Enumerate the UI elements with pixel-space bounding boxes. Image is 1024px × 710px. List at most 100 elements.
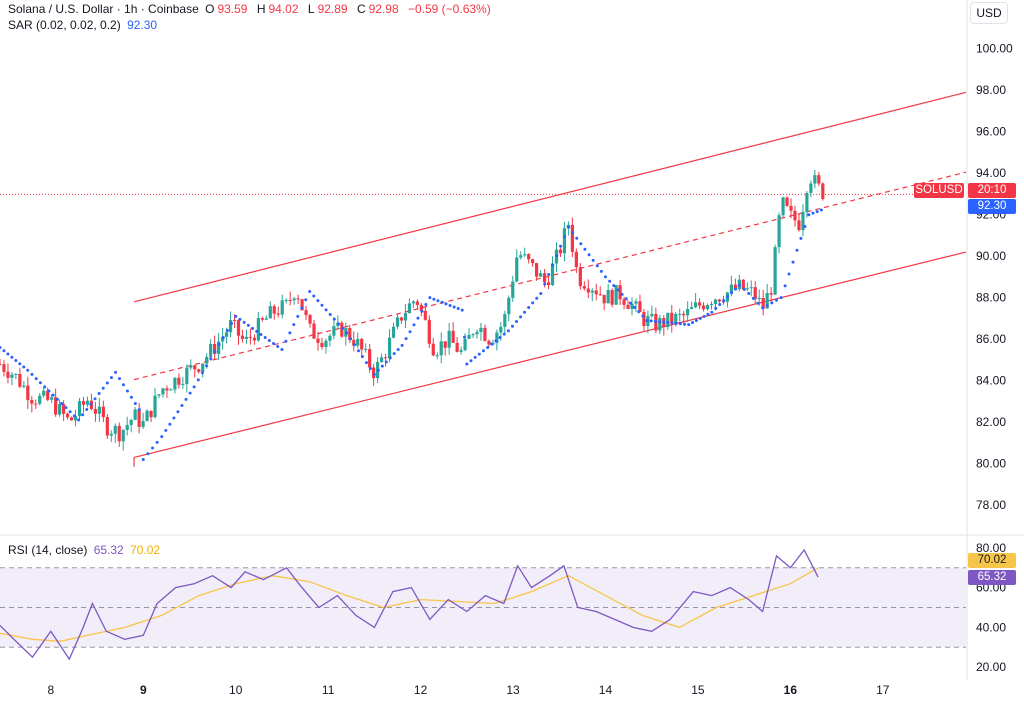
candle-body (73, 416, 78, 421)
candle (117, 422, 121, 447)
candle-body (757, 297, 761, 300)
candle (46, 387, 50, 402)
rsi-value: 65.32 (93, 543, 124, 557)
sar-dot (246, 323, 250, 327)
candle (749, 280, 753, 297)
candle (161, 387, 165, 398)
sar-dot (637, 310, 641, 314)
candle-body (690, 307, 694, 309)
currency-button[interactable]: USD (970, 2, 1008, 24)
candle (678, 308, 682, 322)
sar-dot (510, 324, 514, 328)
candle-body (650, 313, 654, 317)
candle-body (805, 192, 809, 212)
sar-dot (587, 253, 591, 257)
sar-dot (26, 368, 30, 372)
rsi-y-tick-label: 20.00 (976, 660, 1006, 674)
sar-dot (196, 378, 200, 382)
sar-dot (251, 326, 255, 330)
candle-body (157, 394, 161, 396)
candle-body (264, 318, 268, 320)
symbol-price-tag: SOLUSD (914, 183, 964, 198)
sar-dot (469, 359, 473, 363)
candle-body (582, 286, 586, 289)
countdown-tag: 20:10 (968, 183, 1016, 198)
rsi-legend[interactable]: RSI (14, close) 65.32 70.02 (8, 543, 163, 557)
sar-dot (710, 310, 714, 314)
candle (10, 371, 14, 386)
candle-body (300, 299, 304, 311)
candle (546, 274, 551, 290)
channel-upper-line (133, 91, 967, 303)
sar-dot (51, 393, 55, 397)
sar-dot (38, 381, 42, 385)
rsi-label: RSI (14, close) (8, 543, 88, 557)
sar-dot (2, 349, 6, 353)
sar-dot (799, 236, 803, 240)
candle (626, 300, 630, 310)
candle (360, 337, 364, 357)
sar-legend[interactable]: SAR (0.02, 0.02, 0.2) 92.30 (8, 18, 160, 32)
y-tick-label: 96.00 (976, 125, 1006, 139)
candle-body (578, 267, 582, 287)
rsi-y-tick-label: 40.00 (976, 620, 1006, 634)
candle-body (276, 313, 280, 315)
sar-dot (819, 208, 823, 212)
candle (582, 281, 586, 291)
sar-dot (783, 284, 787, 288)
candle-body (288, 299, 292, 301)
candle-body (224, 332, 229, 337)
candle-body (30, 400, 34, 404)
candle-body (535, 263, 539, 277)
sar-dot (30, 372, 34, 376)
candle (22, 381, 26, 389)
candle-body (284, 299, 288, 301)
symbol-title[interactable]: Solana / U.S. Dollar · 1h · Coinbase (8, 2, 199, 16)
sar-dot (368, 366, 372, 370)
candle-body (594, 290, 598, 295)
candle-body (769, 293, 773, 295)
candle-body (316, 338, 320, 343)
candle-body (479, 327, 483, 332)
candle-body (658, 318, 662, 331)
candle-body (85, 400, 90, 405)
candle (185, 364, 189, 393)
sar-dot (803, 225, 807, 229)
sar-dot (779, 296, 783, 300)
candle (58, 399, 62, 417)
sar-dot (213, 350, 217, 354)
sar-dot (300, 306, 304, 310)
candle (459, 346, 463, 355)
candle (244, 329, 249, 344)
sar-dot (563, 235, 567, 239)
candle-body (189, 365, 193, 368)
candle (149, 410, 153, 423)
candle (324, 338, 328, 354)
candle (523, 247, 527, 258)
sar-dot (255, 329, 259, 333)
candle (558, 246, 563, 257)
candle (201, 363, 205, 378)
candle-body (749, 287, 753, 289)
sar-dot (22, 365, 26, 369)
candle-body (292, 298, 296, 301)
candle-body (105, 417, 109, 436)
candle (121, 429, 125, 451)
sar-dot (633, 305, 637, 309)
candle-body (487, 340, 491, 345)
sar-dot (141, 457, 145, 461)
x-tick-label: 12 (414, 683, 428, 697)
candle-body (161, 388, 165, 395)
candle (332, 317, 336, 340)
sar-dot (336, 322, 340, 326)
sar-dot (815, 210, 819, 214)
sar-dot (456, 307, 460, 311)
candle (2, 360, 6, 377)
candle-body (348, 328, 352, 340)
candle (427, 315, 431, 349)
candle-body (622, 299, 626, 305)
candle-body (26, 385, 30, 401)
sar-dot (567, 225, 571, 229)
sar-dot (97, 392, 101, 396)
